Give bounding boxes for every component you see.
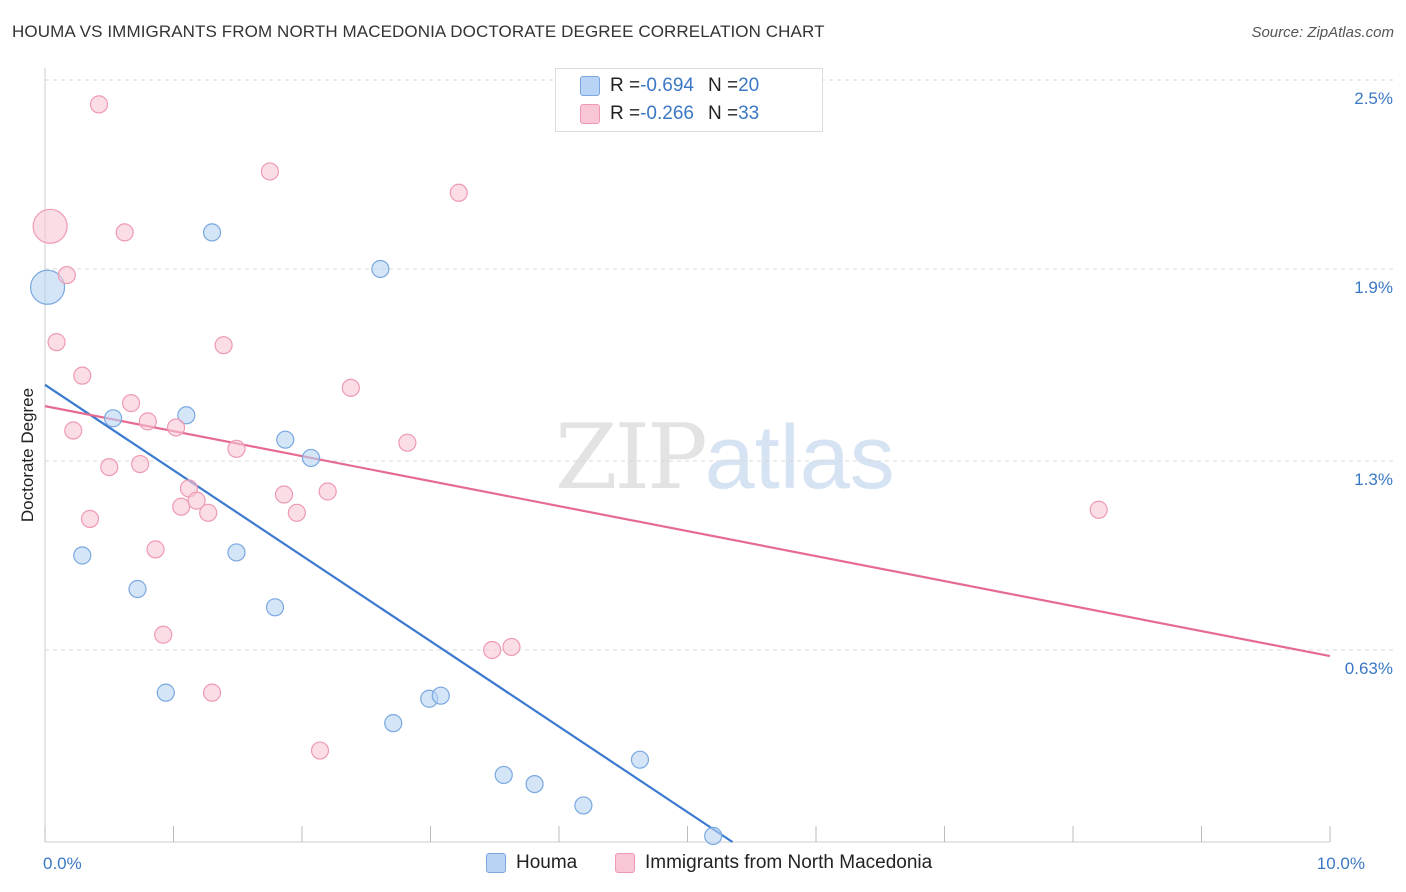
point-houma — [276, 430, 295, 449]
bottom-legend-label-houma: Houma — [516, 852, 578, 873]
point-north-macedonia — [121, 393, 141, 413]
point-north-macedonia — [166, 418, 186, 437]
legend-r-value: -0.694 — [640, 75, 694, 96]
legend-row-north-macedonia: R = -0.266 N = 33 — [580, 101, 759, 127]
bottom-legend-swatch-houma — [486, 853, 506, 873]
bottom-legend-label-north-macedonia: Immigrants from North Macedonia — [645, 852, 933, 873]
chart-source: Source: ZipAtlas.com — [1251, 24, 1394, 41]
point-north-macedonia — [287, 503, 306, 522]
legend-swatch-houma — [580, 76, 600, 96]
point-north-macedonia — [274, 485, 294, 504]
legend-r-label: R = — [610, 103, 641, 124]
point-north-macedonia — [1089, 500, 1108, 519]
legend-n-value: 20 — [738, 75, 760, 96]
point-houma — [494, 765, 513, 785]
legend-r-value: -0.266 — [640, 103, 694, 124]
point-houma — [29, 269, 66, 305]
chart-title: HOUMA VS IMMIGRANTS FROM NORTH MACEDONIA… — [12, 22, 825, 41]
grid-layer — [45, 79, 1395, 651]
point-houma — [227, 543, 246, 562]
point-north-macedonia — [138, 412, 157, 431]
y-tick-label: 1.9% — [1354, 278, 1393, 297]
point-north-macedonia — [130, 454, 150, 474]
point-north-macedonia — [146, 540, 165, 559]
point-north-macedonia — [115, 223, 134, 242]
point-north-macedonia — [341, 378, 360, 397]
legend-row-houma: R = -0.694 N = 20 — [580, 73, 759, 99]
legend-n-label: N = — [707, 103, 739, 124]
point-north-macedonia — [310, 741, 330, 760]
legend-r-label: R = — [610, 75, 641, 96]
trend-line-houma — [44, 383, 734, 843]
point-houma — [301, 448, 321, 468]
point-north-macedonia — [89, 95, 109, 114]
point-houma — [704, 826, 723, 846]
point-houma — [431, 686, 450, 705]
bottom-legend-north-macedonia: Immigrants from North Macedonia — [615, 852, 932, 874]
y-tick-label: 1.3% — [1354, 470, 1393, 489]
point-north-macedonia — [227, 439, 246, 458]
point-houma — [156, 683, 175, 702]
correlation-legend: R = -0.694 N = 20 R = -0.266 N = 33 — [555, 68, 823, 132]
point-north-macedonia — [483, 640, 502, 660]
legend-n-value: 33 — [738, 103, 760, 124]
point-north-macedonia — [32, 208, 68, 244]
point-north-macedonia — [449, 183, 468, 202]
point-north-macedonia — [73, 366, 92, 385]
legend-n-label: N = — [707, 75, 739, 96]
watermark: ZIPatlas — [555, 405, 895, 510]
point-north-macedonia — [172, 497, 191, 516]
point-north-macedonia — [187, 491, 206, 510]
y-tick-label: 2.5% — [1354, 89, 1393, 108]
bottom-legend-houma: Houma — [486, 852, 577, 874]
point-north-macedonia — [202, 683, 222, 702]
point-houma — [265, 598, 285, 617]
point-north-macedonia — [100, 457, 119, 477]
point-north-macedonia — [214, 336, 233, 355]
point-north-macedonia — [64, 421, 83, 440]
point-houma — [177, 406, 196, 425]
point-north-macedonia — [502, 637, 521, 657]
y-tick-label: 0.63% — [1345, 659, 1393, 678]
point-north-macedonia — [80, 509, 100, 529]
point-houma — [73, 546, 92, 565]
axis-layer — [44, 68, 1331, 843]
point-houma — [574, 796, 593, 815]
watermark-atlas: atlas — [704, 408, 895, 508]
trend-layer — [44, 383, 1331, 843]
x-tick-label: 10.0% — [1317, 854, 1365, 873]
point-north-macedonia — [398, 433, 417, 452]
label-layer: 0.63% 1.3% 1.9% 2.5% 0.0% 10.0% Doctorate Degr… — [18, 89, 1393, 873]
point-north-macedonia — [199, 503, 218, 522]
bottom-legend-swatch-north-macedonia — [615, 853, 635, 873]
point-houma — [630, 750, 650, 769]
trend-line-north-macedonia — [44, 405, 1331, 658]
point-houma — [371, 259, 390, 279]
point-houma — [104, 409, 123, 428]
legend-swatch-north-macedonia — [580, 104, 600, 124]
point-north-macedonia — [260, 162, 279, 181]
point-houma — [202, 223, 222, 242]
point-north-macedonia — [47, 333, 66, 352]
watermark-zip: ZIP — [555, 405, 708, 510]
point-houma — [525, 774, 544, 794]
point-north-macedonia — [318, 482, 337, 501]
point-houma — [384, 714, 403, 733]
point-north-macedonia — [154, 625, 173, 644]
y-axis-title: Doctorate Degree — [18, 388, 37, 522]
point-houma — [128, 579, 147, 599]
x-tick-label: 0.0% — [43, 854, 82, 873]
point-north-macedonia — [57, 265, 76, 285]
point-layer — [29, 95, 1108, 846]
